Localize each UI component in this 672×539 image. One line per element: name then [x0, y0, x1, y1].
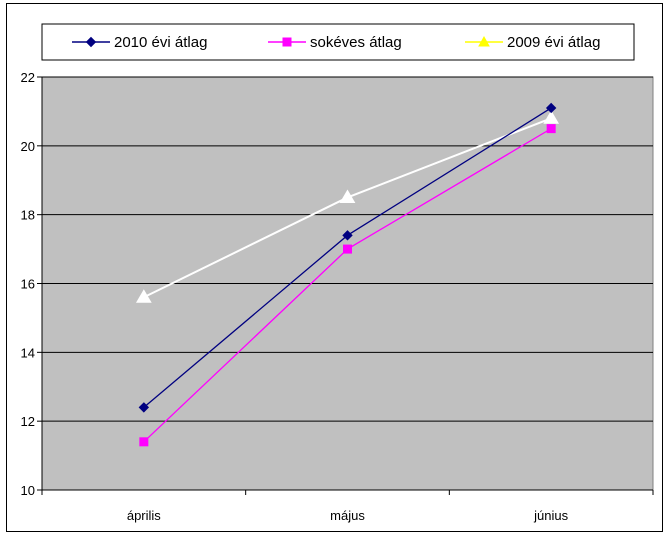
- legend-label: 2009 évi átlag: [507, 34, 600, 51]
- y-tick-label: 18: [21, 208, 35, 223]
- gridlines: [42, 76, 653, 422]
- y-tick-label: 10: [21, 483, 35, 498]
- data-point: [138, 402, 150, 413]
- data-point: [543, 110, 560, 124]
- legend-box: [41, 23, 635, 61]
- series-2: [135, 110, 560, 303]
- data-point: [343, 244, 352, 254]
- series-1: [139, 124, 556, 447]
- legend-marker: [478, 35, 490, 47]
- x-tick-label: május: [330, 508, 365, 523]
- series-layer: [135, 102, 560, 447]
- legend: 2010 évi átlag sokéves átlag 2009 évi átla…: [41, 23, 635, 61]
- data-point: [135, 289, 152, 303]
- y-tick-label: 16: [21, 277, 35, 292]
- data-point: [339, 189, 356, 203]
- y-tick-label: 12: [21, 414, 35, 429]
- legend-label: 2010 évi átlag: [114, 34, 207, 51]
- y-tick-label: 14: [21, 345, 35, 360]
- x-tick-label: április: [127, 508, 161, 523]
- legend-marker: [282, 37, 292, 47]
- legend-label: sokéves átlag: [310, 34, 402, 51]
- axes: 10 12 14 16 18 20 22 április május június: [21, 70, 654, 523]
- data-point: [546, 124, 556, 134]
- x-tick-label: június: [533, 508, 568, 523]
- y-tick-label: 20: [21, 139, 35, 154]
- y-tick-label: 22: [21, 70, 35, 85]
- data-point: [139, 437, 149, 447]
- data-point: [342, 230, 353, 241]
- legend-marker: [85, 36, 97, 48]
- data-point: [545, 102, 557, 114]
- series-0: [138, 102, 557, 413]
